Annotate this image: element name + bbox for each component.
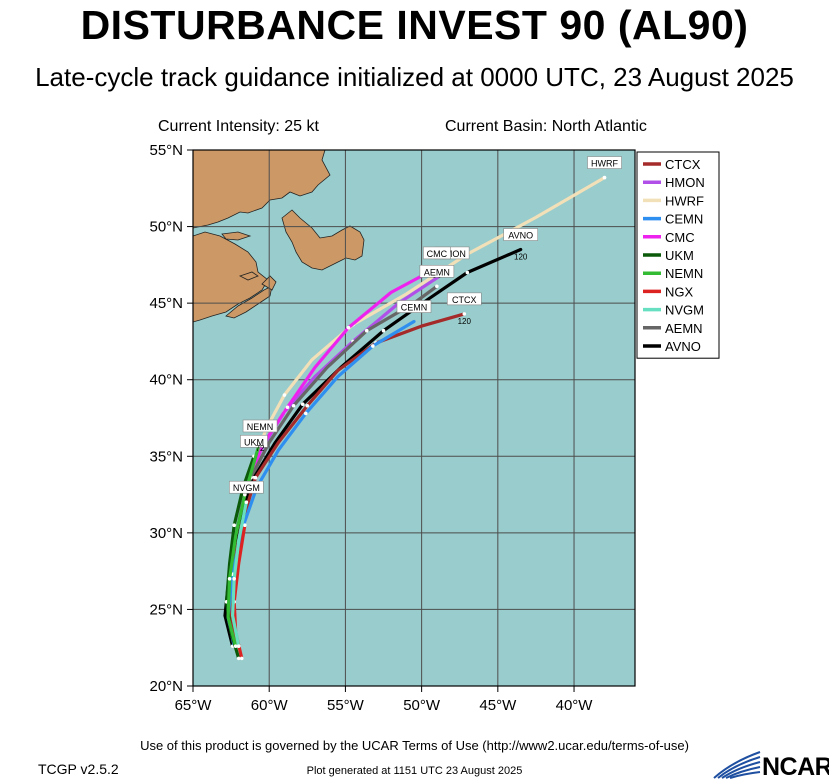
forecast-hour-label: 72	[256, 444, 265, 453]
lon-tick-label: 50°W	[403, 697, 441, 714]
track-point	[239, 656, 244, 661]
track-end-label: UKM	[244, 437, 264, 447]
track-point	[381, 328, 386, 333]
track-point	[465, 270, 470, 275]
track-end-label: CEMN	[401, 303, 428, 313]
track-point	[305, 403, 310, 408]
lon-tick-label: 45°W	[479, 697, 517, 714]
legend-label: NVGM	[665, 303, 704, 318]
track-end-label: NEMN	[247, 422, 274, 432]
map-title: DISTURBANCE INVEST 90 (AL90)	[80, 2, 749, 48]
track-point	[602, 175, 607, 180]
land-pei	[238, 271, 259, 281]
land-group	[193, 150, 365, 323]
plot-frame	[192, 149, 636, 687]
track-point	[462, 312, 467, 316]
legend-label: NGX	[665, 284, 694, 299]
track-point	[243, 523, 247, 527]
ncar-logo-icon	[713, 751, 761, 779]
lat-tick-label: 55°N	[149, 142, 183, 159]
terms-of-use: Use of this product is governed by the U…	[140, 738, 689, 753]
track-nemn	[226, 439, 262, 648]
track-end-label-box	[396, 300, 432, 313]
legend-label: NEMN	[665, 266, 703, 281]
axis-ticks: 65°W 60°W 55°W 50°W 45°W 40°W 55°N 50°N 45°N 40°N…	[149, 142, 593, 714]
lat-tick-label: 20°N	[149, 678, 183, 695]
track-end-label: HMON	[438, 249, 466, 259]
land-newfoundland	[281, 209, 365, 271]
legend-label: HMON	[665, 175, 705, 190]
lon-tick-label: 55°W	[327, 697, 365, 714]
track-point	[244, 500, 249, 505]
track-point	[303, 411, 308, 416]
ncar-logo-text: NCAR	[762, 753, 829, 781]
legend-label: AVNO	[665, 339, 701, 354]
track-end-label: NVGM	[233, 483, 260, 493]
lat-tick-label: 45°N	[149, 295, 183, 312]
track-labels: HWRFHMONCMC96AEMNAVNO120CTCX120CEMNUKMNE…	[229, 156, 622, 494]
track-point	[243, 492, 247, 497]
map-subtitle: Late-cycle track guidance initialized at…	[35, 62, 794, 92]
current-intensity-label: Current Intensity: 25 kt	[158, 118, 319, 135]
ncar-logo: NCAR	[712, 748, 829, 781]
legend-label: CTCX	[665, 157, 701, 172]
track-end-label-box	[587, 156, 622, 169]
legend-label: HWRF	[665, 193, 704, 208]
lat-tick-label: 30°N	[149, 525, 183, 542]
track-point	[232, 523, 236, 527]
track-end-label: CMC	[427, 249, 448, 259]
forecast-hour-label: 120	[458, 317, 472, 326]
track-point	[285, 405, 290, 410]
generated-label: Plot generated at 1151 UTC 23 August 202…	[306, 765, 523, 777]
track-end-label: HWRF	[591, 159, 618, 169]
legend-label: CEMN	[665, 212, 703, 227]
track-end-label-box	[240, 434, 268, 448]
track-end-label-box	[446, 292, 482, 306]
track-end-label-box	[423, 246, 451, 260]
legend-label: UKM	[665, 248, 694, 263]
track-end-label-box	[242, 419, 278, 433]
legend: CTCX HMON HWRF CEMN CMC UKM NEMN NGX NVGM AEMN AVN…	[636, 151, 720, 359]
track-point	[346, 325, 351, 330]
forecast-hour-label: 120	[514, 253, 528, 262]
track-point	[236, 644, 241, 648]
lat-tick-label: 40°N	[149, 372, 183, 389]
track-point	[232, 577, 236, 581]
current-basin-label: Current Basin: North Atlantic	[445, 118, 647, 135]
track-point	[435, 284, 439, 289]
land-labrador	[193, 150, 331, 229]
track-point	[371, 344, 375, 348]
version-label: TCGP v2.5.2	[38, 761, 119, 777]
track-end-label: CTCX	[452, 295, 477, 305]
track-point	[233, 644, 238, 648]
lon-tick-label: 60°W	[251, 697, 289, 714]
track-end-label-box	[503, 228, 538, 241]
track-point	[227, 577, 232, 581]
track-end-label-box	[419, 264, 455, 278]
track-point	[282, 393, 287, 397]
lat-tick-label: 50°N	[149, 219, 183, 236]
legend-label: AEMN	[665, 321, 703, 336]
track-point	[236, 656, 241, 661]
track-point	[300, 402, 305, 407]
lat-tick-label: 25°N	[149, 601, 183, 618]
track-end-label-box	[229, 480, 264, 494]
track-point	[253, 475, 258, 480]
land-anticosti	[221, 231, 252, 241]
land-nova-scotia	[225, 285, 273, 319]
lon-tick-label: 40°W	[556, 697, 594, 714]
lat-tick-label: 35°N	[149, 448, 183, 465]
track-point	[291, 403, 296, 408]
legend-label: CMC	[665, 230, 695, 245]
track-end-label: AEMN	[424, 267, 450, 277]
ocean-area	[193, 150, 635, 686]
track-point	[364, 328, 369, 333]
lon-tick-label: 65°W	[175, 697, 213, 714]
track-end-label: AVNO	[508, 231, 533, 241]
